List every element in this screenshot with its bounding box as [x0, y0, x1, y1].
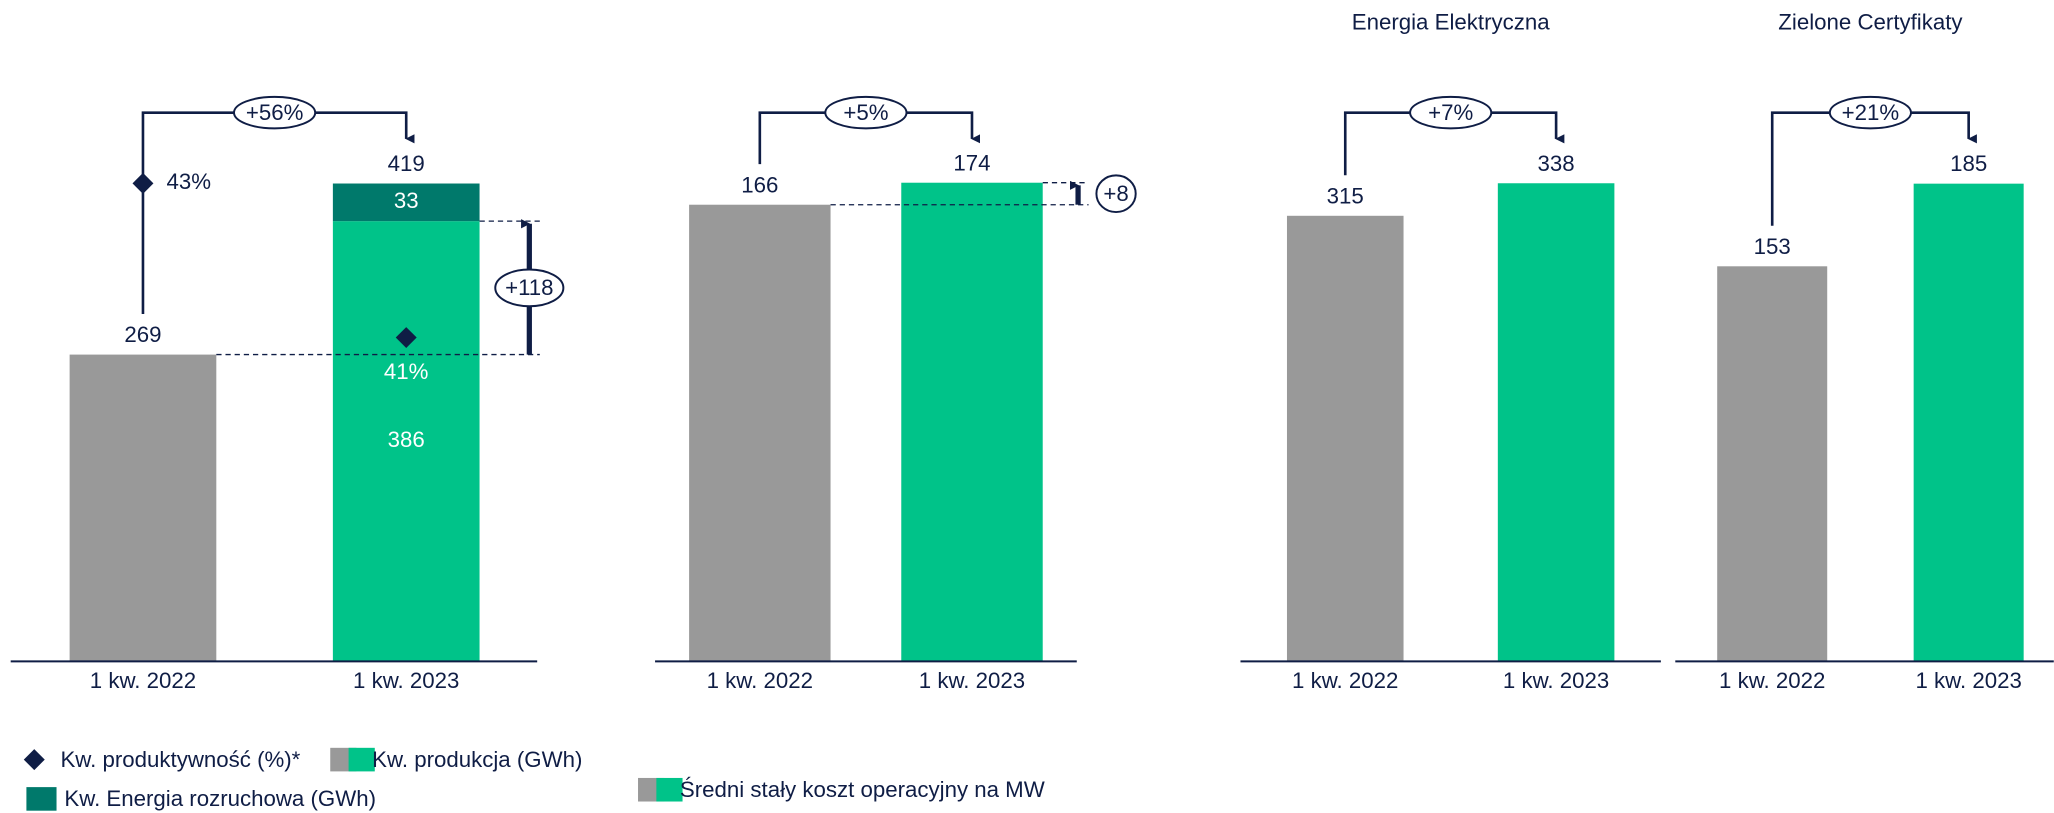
change-pill: [1828, 95, 1913, 130]
bar-segment: [1717, 266, 1828, 662]
legend-label: Kw. produkcja (GWh): [372, 747, 582, 772]
panel-title: Zielone Certyfikaty: [1778, 9, 1963, 34]
x-tick-label: 1 kw. 2023: [919, 668, 1025, 693]
legend-marker: [23, 749, 45, 771]
bar-segment: [1286, 215, 1404, 662]
bar-segment: [332, 221, 480, 662]
legend-swatch: [348, 747, 375, 772]
bar-total-label: 269: [124, 322, 161, 347]
bar-total-label: 315: [1327, 183, 1364, 208]
bar-segment: [901, 182, 1043, 662]
x-tick-label: 1 kw. 2022: [90, 668, 196, 693]
legend-swatch: [656, 777, 683, 802]
x-tick-label: 1 kw. 2023: [1503, 668, 1609, 693]
x-tick-label: 1 kw. 2022: [707, 668, 813, 693]
bar-segment: [332, 183, 480, 222]
legend-label: Kw. produktywność (%)*: [60, 747, 300, 772]
change-pill: [233, 95, 317, 130]
bar-total-label: 166: [741, 172, 778, 197]
productivity-label: 41%: [384, 359, 429, 384]
legend-label: Kw. Energia rozruchowa (GWh): [64, 786, 376, 811]
bar-total-label: 174: [953, 150, 990, 175]
productivity-marker: [395, 327, 417, 349]
bar-total-label: 153: [1754, 234, 1791, 259]
legend-label: Średni stały koszt operacyjny na MW: [680, 777, 1045, 802]
change-label: +7%: [1428, 100, 1473, 125]
x-tick-label: 1 kw. 2022: [1719, 668, 1825, 693]
segment-label: 386: [388, 427, 425, 452]
productivity-marker: [132, 172, 154, 194]
panel-title: Energia Elektryczna: [1352, 9, 1550, 34]
change-pill: [1409, 95, 1493, 130]
productivity-label: 43%: [167, 169, 212, 194]
bar-segment: [1913, 183, 2024, 662]
bar-segment: [69, 354, 217, 662]
bar-total-label: 338: [1538, 151, 1575, 176]
bar-segment: [1497, 183, 1615, 662]
bar-total-label: 419: [388, 151, 425, 176]
segment-label: 33: [394, 188, 419, 213]
change-label: +5%: [843, 100, 888, 125]
x-tick-label: 1 kw. 2022: [1292, 668, 1398, 693]
x-tick-label: 1 kw. 2023: [353, 668, 459, 693]
difference-label: +118: [505, 275, 553, 300]
bar-total-label: 185: [1950, 151, 1987, 176]
change-label: +56%: [246, 100, 304, 125]
legend-swatch: [26, 787, 57, 811]
difference-label: +8: [1103, 181, 1128, 206]
bar-segment: [689, 204, 831, 662]
difference-pill: [1095, 174, 1137, 214]
x-tick-label: 1 kw. 2023: [1915, 668, 2021, 693]
difference-pill: [494, 268, 565, 308]
change-pill: [824, 95, 908, 130]
change-label: +21%: [1842, 100, 1900, 125]
